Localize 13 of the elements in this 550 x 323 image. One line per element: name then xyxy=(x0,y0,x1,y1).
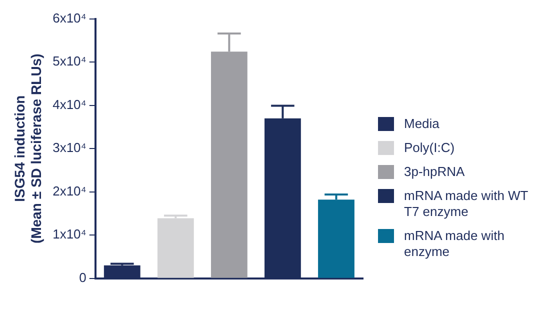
y-axis-title: ISG54 induction (Mean ± SD luciferase RLUs) xyxy=(11,54,44,244)
y-tick-label: 4x10⁴ xyxy=(52,96,86,112)
legend-label: mRNA made with enzyme xyxy=(404,228,506,260)
y-tick-label: 1x10⁴ xyxy=(52,226,86,242)
y-tick-label: 3x10⁴ xyxy=(52,140,86,156)
legend-label: Poly(I:C) xyxy=(404,140,455,156)
legend-label: mRNA made with WT T7 enzyme xyxy=(404,188,530,220)
y-tick-label: 6x10⁴ xyxy=(52,10,86,26)
y-tick-label: 5x10⁴ xyxy=(52,54,86,69)
legend-label: 3p-hpRNA xyxy=(404,164,465,180)
legend-label: Media xyxy=(404,116,440,132)
y-tick-label: 2x10⁴ xyxy=(52,183,86,198)
y-tick-label: 0 xyxy=(79,270,86,285)
